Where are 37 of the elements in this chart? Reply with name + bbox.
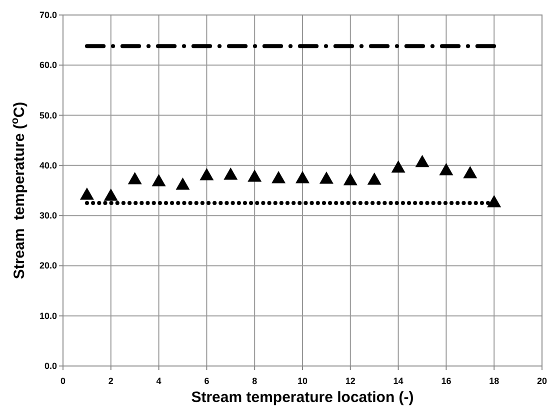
point bbox=[80, 188, 94, 200]
point bbox=[391, 160, 406, 173]
point bbox=[248, 169, 262, 182]
point bbox=[415, 154, 430, 168]
point bbox=[319, 171, 334, 184]
y-tick-label: 0.0 bbox=[44, 361, 57, 371]
point bbox=[224, 167, 238, 180]
point bbox=[152, 174, 166, 186]
x-tick-label: 20 bbox=[536, 376, 548, 386]
x-tick-label: 4 bbox=[156, 376, 162, 386]
x-tick-label: 8 bbox=[252, 376, 258, 386]
point bbox=[439, 162, 454, 176]
y-tick-label: 70.0 bbox=[39, 10, 57, 20]
y-tick-label: 20.0 bbox=[39, 260, 57, 271]
x-tick-label: 6 bbox=[204, 376, 210, 386]
point bbox=[367, 172, 382, 185]
point bbox=[200, 168, 214, 180]
x-tick-label: 10 bbox=[297, 376, 308, 386]
point bbox=[128, 172, 142, 184]
y-tick-label: 50.0 bbox=[39, 110, 57, 120]
y-tick-label: 10.0 bbox=[39, 310, 57, 321]
y-tick-label: 30.0 bbox=[39, 210, 57, 221]
x-tick-label: 16 bbox=[441, 376, 452, 386]
point bbox=[343, 172, 358, 186]
point bbox=[296, 170, 310, 184]
point bbox=[104, 188, 118, 201]
x-tick-label: 18 bbox=[489, 376, 500, 386]
point bbox=[463, 166, 478, 178]
x-axis-title: Stream temperature location (-) bbox=[191, 389, 414, 406]
y-tick-label: 60.0 bbox=[39, 60, 57, 70]
x-tick-label: 14 bbox=[393, 376, 404, 386]
x-tick-label: 0 bbox=[60, 376, 66, 386]
x-tick-label: 2 bbox=[108, 376, 114, 386]
x-tick-label: 12 bbox=[345, 376, 356, 386]
point bbox=[176, 177, 190, 190]
point bbox=[272, 170, 286, 184]
y-tick-label: 40.0 bbox=[39, 160, 57, 170]
